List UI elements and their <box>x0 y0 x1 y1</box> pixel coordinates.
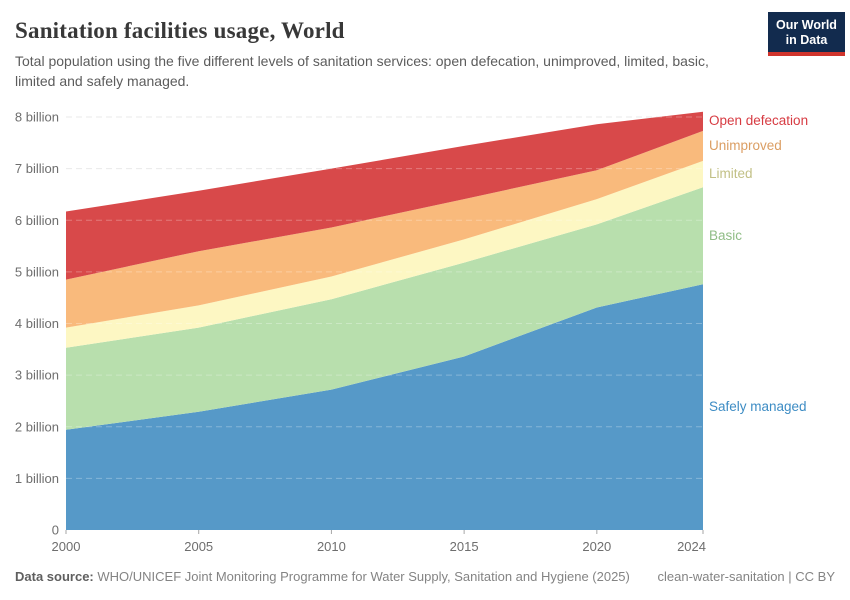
x-tick-label: 2020 <box>582 539 611 554</box>
owid-logo-line1: Our World <box>776 18 837 32</box>
license-attribution: clean-water-sanitation | CC BY <box>657 569 835 584</box>
y-tick-label: 7 billion <box>15 161 59 176</box>
y-tick-label: 1 billion <box>15 471 59 486</box>
data-source-label: Data source: <box>15 569 94 584</box>
legend-label-open-defecation[interactable]: Open defecation <box>709 113 809 128</box>
y-tick-label: 0 <box>52 523 59 538</box>
x-tick-label: 2005 <box>184 539 213 554</box>
page-title: Sanitation facilities usage, World <box>15 18 345 43</box>
x-tick-label: 2024 <box>677 539 706 554</box>
y-tick-label: 5 billion <box>15 264 59 279</box>
chart-subtitle: Total population using the five differen… <box>15 53 709 89</box>
x-tick-label: 2010 <box>317 539 346 554</box>
owid-logo-line2: in Data <box>785 33 828 47</box>
area-unimproved[interactable] <box>66 130 703 328</box>
y-tick-label: 8 billion <box>15 110 59 125</box>
x-tick-label: 2015 <box>450 539 479 554</box>
area-basic[interactable] <box>66 187 703 430</box>
legend-label-basic[interactable]: Basic <box>709 228 743 243</box>
y-tick-label: 4 billion <box>15 316 59 331</box>
y-tick-label: 2 billion <box>15 419 59 434</box>
owid-logo: Our World in Data <box>768 12 845 56</box>
y-tick-label: 3 billion <box>15 368 59 383</box>
area-open-defecation[interactable] <box>66 111 703 280</box>
area-safely-managed[interactable] <box>66 284 703 530</box>
x-tick-label: 2000 <box>52 539 81 554</box>
y-tick-label: 6 billion <box>15 213 59 228</box>
data-source: Data source: WHO/UNICEF Joint Monitoring… <box>15 569 630 584</box>
legend-label-limited[interactable]: Limited <box>709 166 753 181</box>
legend-label-safely-managed[interactable]: Safely managed <box>709 399 807 414</box>
area-limited[interactable] <box>66 160 703 348</box>
data-source-text: WHO/UNICEF Joint Monitoring Programme fo… <box>97 569 630 584</box>
legend-label-unimproved[interactable]: Unimproved <box>709 138 782 153</box>
